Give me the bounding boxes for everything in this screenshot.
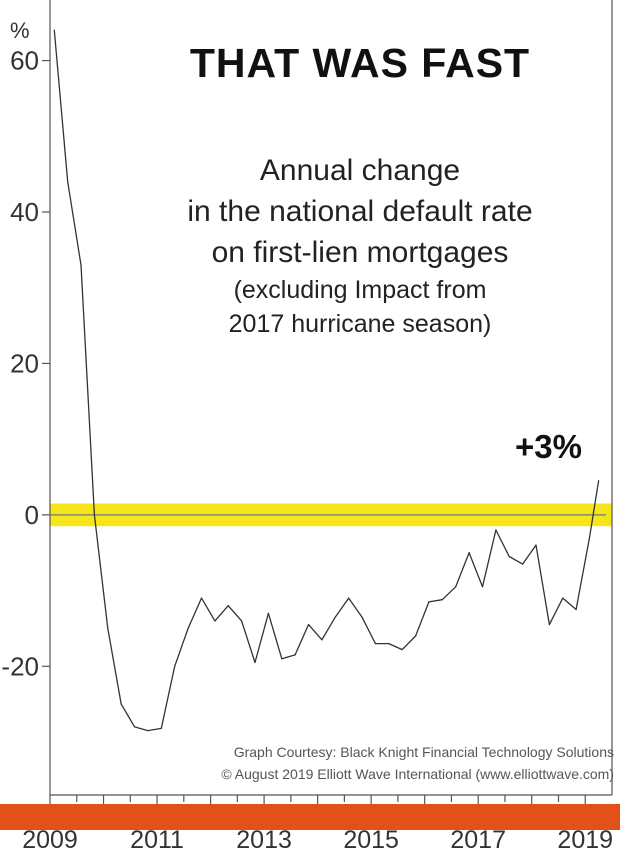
data-point (535, 544, 537, 546)
data-point (80, 264, 82, 266)
data-point (294, 654, 296, 656)
data-point (187, 627, 189, 630)
data-point (334, 616, 336, 618)
data-point (200, 597, 203, 599)
data-point (254, 661, 256, 664)
y-tick-label: 40 (10, 197, 39, 227)
graph-credit: Graph Courtesy: Black Knight Financial T… (233, 744, 614, 760)
orange-divider-bar (0, 804, 620, 830)
data-point (361, 616, 363, 618)
data-point (241, 620, 243, 622)
data-point (321, 639, 323, 641)
data-point (598, 480, 600, 482)
data-point (214, 620, 216, 622)
data-point (267, 612, 269, 614)
x-tick-label: 2017 (450, 830, 506, 853)
data-point (441, 599, 443, 601)
x-tick-label: 2019 (557, 830, 614, 853)
y-axis-unit: % (10, 18, 30, 43)
chart-subtitle: Annual change in the national default ra… (130, 150, 590, 341)
x-tick-label: 2015 (343, 830, 399, 853)
data-point (93, 514, 96, 516)
latest-value-annotation: +3% (515, 428, 582, 465)
data-point (174, 665, 176, 667)
data-point (160, 727, 162, 729)
x-tick-label: 2011 (130, 830, 184, 853)
data-point (53, 29, 55, 31)
data-point (147, 730, 149, 732)
copyright-credit: © August 2019 Elliott Wave International… (221, 766, 614, 782)
x-tick-label: 2009 (22, 830, 78, 853)
data-point (588, 536, 591, 539)
data-point (481, 586, 484, 588)
y-tick-label: -20 (1, 651, 39, 681)
subtitle-note-line-1: (excluding Impact from (233, 276, 487, 304)
data-point (508, 555, 510, 558)
data-point (388, 642, 390, 645)
data-point (227, 605, 229, 607)
y-tick-label: 60 (10, 46, 39, 76)
subtitle-note-line-2: 2017 hurricane season) (228, 310, 492, 338)
data-point (428, 601, 430, 603)
series-line (53, 30, 600, 732)
data-point (133, 726, 136, 728)
subtitle-line-1: Annual change (259, 154, 461, 187)
x-axis-tick-labels: 2009 2011 2013 2015 2017 2019 (0, 830, 620, 853)
data-point (348, 597, 350, 599)
subtitle-line-3: on first-lien mortgages (211, 236, 509, 269)
data-point (281, 658, 283, 660)
data-point (307, 624, 310, 626)
y-tick-label: 20 (10, 348, 39, 378)
y-tick-label: 0 (25, 500, 39, 530)
data-point (548, 624, 550, 626)
data-point (67, 181, 69, 183)
data-point (414, 635, 417, 637)
chart-title: THAT WAS FAST (189, 40, 531, 86)
data-point (495, 529, 497, 531)
data-point (401, 649, 403, 651)
data-point (120, 703, 122, 705)
data-point (107, 627, 109, 630)
data-point (562, 597, 564, 599)
data-point (468, 552, 470, 554)
data-point (455, 586, 457, 588)
x-tick-label: 2013 (236, 830, 292, 853)
data-point (374, 642, 377, 645)
data-point (575, 608, 577, 611)
subtitle-line-2: in the national default rate (187, 195, 533, 228)
data-point (522, 563, 524, 565)
